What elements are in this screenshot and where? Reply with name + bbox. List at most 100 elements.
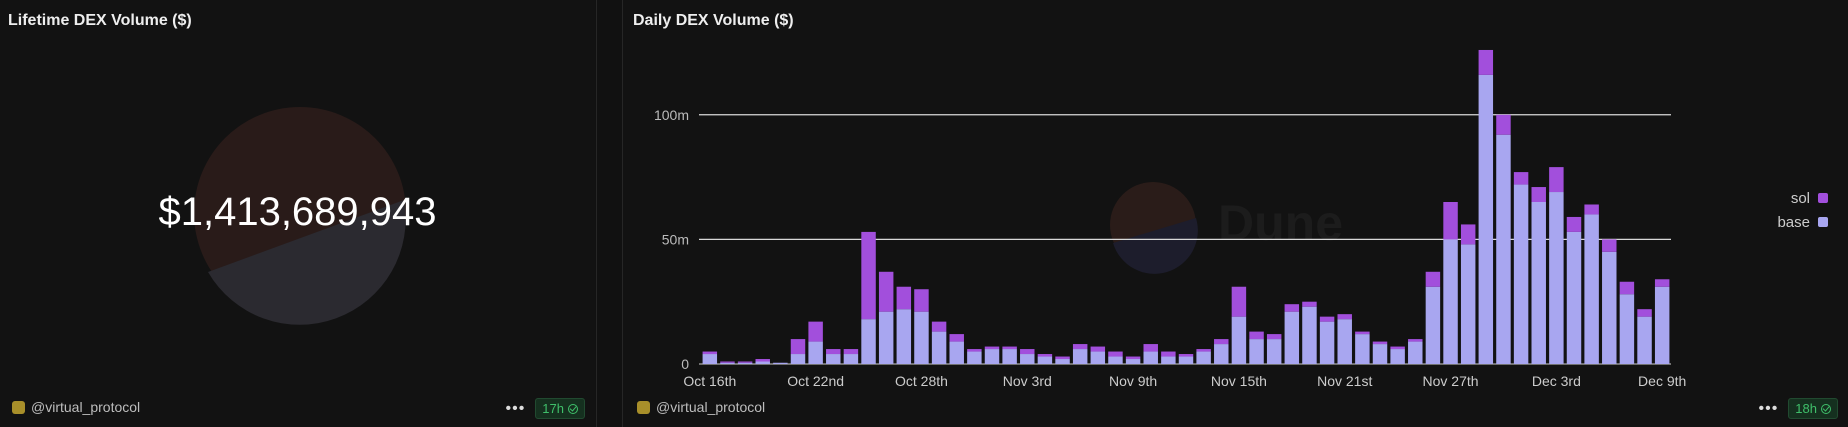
bar-sol[interactable] [878, 271, 894, 312]
bar-base[interactable] [984, 349, 1000, 364]
bar-base[interactable] [1478, 74, 1494, 365]
more-options-icon[interactable]: ••• [505, 399, 526, 417]
bar-sol[interactable] [1143, 344, 1158, 352]
bar-sol[interactable] [1072, 344, 1088, 350]
bar-base[interactable] [1549, 192, 1564, 364]
author-link[interactable]: @virtual_protocol [637, 399, 765, 415]
bar-base[interactable] [1196, 351, 1211, 364]
bar-base[interactable] [1460, 244, 1476, 364]
bar-base[interactable] [967, 351, 982, 364]
bar-base[interactable] [1214, 344, 1229, 364]
bar-sol[interactable] [808, 321, 823, 342]
bar-base[interactable] [1408, 341, 1423, 364]
bar-sol[interactable] [1390, 346, 1405, 350]
bar-sol[interactable] [1513, 172, 1529, 185]
bar-sol[interactable] [1337, 314, 1352, 320]
bar-base[interactable] [826, 354, 841, 364]
bar-sol[interactable] [720, 361, 735, 363]
bar-base[interactable] [1020, 354, 1035, 364]
bar-base[interactable] [808, 341, 823, 364]
bar-sol[interactable] [967, 349, 982, 352]
bar-sol[interactable] [1425, 271, 1441, 287]
bar-base[interactable] [1654, 286, 1670, 364]
refresh-age-badge[interactable]: 17h [535, 398, 585, 419]
bar-sol[interactable] [1619, 281, 1635, 295]
bar-sol[interactable] [949, 334, 964, 342]
bar-sol[interactable] [1284, 304, 1300, 312]
bar-base[interactable] [1108, 356, 1123, 364]
bar-base[interactable] [1496, 134, 1511, 364]
bar-base[interactable] [1566, 231, 1582, 364]
bar-sol[interactable] [1020, 349, 1035, 355]
bar-sol[interactable] [1302, 301, 1317, 307]
bar-sol[interactable] [896, 286, 912, 310]
bar-sol[interactable] [1654, 279, 1670, 287]
bar-sol[interactable] [843, 349, 859, 355]
bar-sol[interactable] [1125, 356, 1141, 360]
bar-sol[interactable] [1108, 351, 1123, 357]
bar-sol[interactable] [1408, 339, 1423, 342]
legend-item-base[interactable]: base [1777, 210, 1828, 234]
bar-sol[interactable] [1637, 309, 1652, 317]
bar-base[interactable] [1231, 316, 1247, 364]
bar-sol[interactable] [1231, 286, 1247, 317]
bar-sol[interactable] [1319, 316, 1335, 322]
refresh-age-badge[interactable]: 18h [1788, 398, 1838, 419]
more-options-icon[interactable]: ••• [1758, 399, 1779, 417]
bar-sol[interactable] [1355, 331, 1370, 335]
bar-base[interactable] [931, 331, 947, 364]
bar-base[interactable] [790, 354, 806, 364]
bar-base[interactable] [1178, 356, 1194, 364]
bar-base[interactable] [773, 362, 788, 364]
bar-sol[interactable] [1584, 204, 1599, 215]
bar-sol[interactable] [737, 361, 753, 363]
bar-base[interactable] [1584, 214, 1599, 364]
bar-sol[interactable] [826, 349, 841, 355]
bar-sol[interactable] [931, 321, 947, 332]
bar-sol[interactable] [1214, 339, 1229, 345]
bar-sol[interactable] [1460, 224, 1476, 245]
author-link[interactable]: @virtual_protocol [12, 399, 140, 415]
bar-base[interactable] [1266, 339, 1282, 364]
bar-sol[interactable] [755, 359, 770, 362]
bar-sol[interactable] [1090, 346, 1106, 352]
bar-base[interactable] [861, 319, 876, 364]
bar-base[interactable] [1319, 321, 1335, 364]
bar-sol[interactable] [1372, 341, 1388, 345]
bar-sol[interactable] [861, 231, 876, 320]
bar-sol[interactable] [1478, 49, 1494, 75]
bar-base[interactable] [1055, 359, 1070, 364]
bar-base[interactable] [1037, 356, 1053, 364]
bar-sol[interactable] [984, 346, 1000, 350]
bar-sol[interactable] [1249, 331, 1264, 340]
bar-sol[interactable] [914, 289, 929, 312]
bar-base[interactable] [1619, 294, 1635, 364]
bar-base[interactable] [1125, 359, 1141, 364]
bar-base[interactable] [1161, 356, 1176, 364]
bar-base[interactable] [1513, 184, 1529, 364]
bar-base[interactable] [914, 311, 929, 364]
bar-sol[interactable] [1549, 167, 1564, 193]
bar-sol[interactable] [1496, 114, 1511, 135]
bar-sol[interactable] [1531, 187, 1546, 202]
bar-base[interactable] [1337, 319, 1352, 364]
bar-base[interactable] [1284, 311, 1300, 364]
bar-base[interactable] [1602, 251, 1617, 364]
bar-base[interactable] [1531, 202, 1546, 364]
bar-sol[interactable] [1602, 239, 1617, 252]
bar-sol[interactable] [1037, 354, 1053, 357]
bar-base[interactable] [878, 311, 894, 364]
bar-base[interactable] [843, 354, 859, 364]
bar-base[interactable] [949, 341, 964, 364]
bar-sol[interactable] [1566, 216, 1582, 232]
bar-base[interactable] [1143, 351, 1158, 364]
bar-base[interactable] [896, 309, 912, 364]
bar-sol[interactable] [1178, 354, 1194, 357]
bar-base[interactable] [737, 362, 753, 364]
bar-base[interactable] [1249, 339, 1264, 364]
bar-base[interactable] [1390, 349, 1405, 364]
bar-base[interactable] [1355, 334, 1370, 364]
bar-base[interactable] [1372, 344, 1388, 364]
bar-base[interactable] [1425, 286, 1441, 364]
bar-sol[interactable] [702, 351, 718, 355]
